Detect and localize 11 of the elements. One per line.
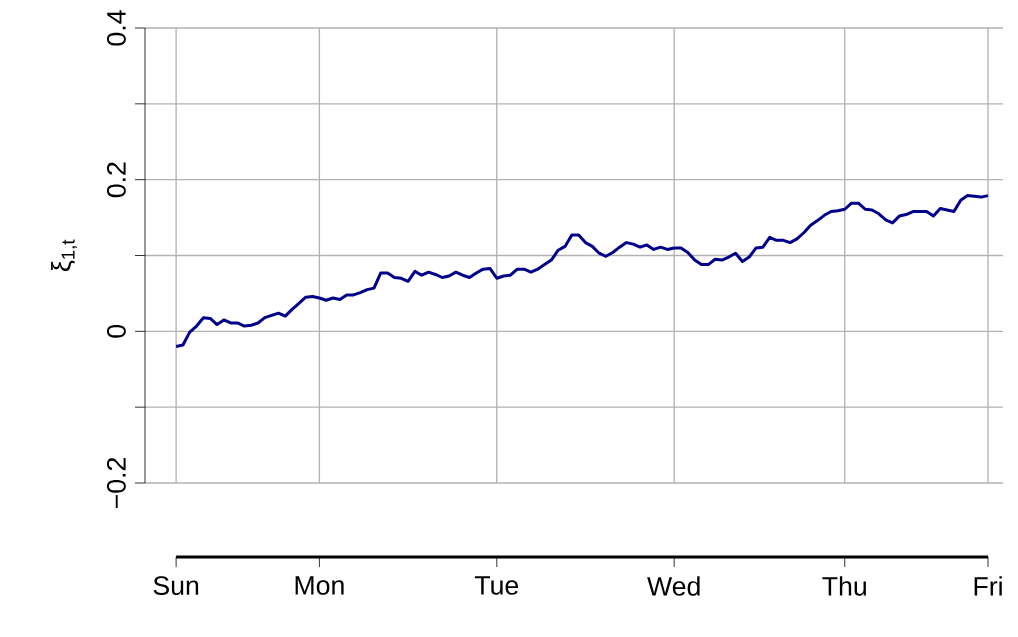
x-tick-label: Mon <box>295 576 344 595</box>
y-tick-label: 0.2 <box>106 162 126 198</box>
y-axis-title: ξ$_{1,t}$ <box>51 239 77 272</box>
y-tick-label: 0.4 <box>106 10 126 46</box>
x-tick-label: Thu <box>822 576 866 596</box>
y-tick-label: 0 <box>106 324 126 338</box>
x-tick-label: Fri <box>974 576 1002 596</box>
x-tick-label: Tue <box>474 576 519 595</box>
y-tick-label: −0.2 <box>106 458 126 509</box>
x-tick-label: Sun <box>153 576 199 596</box>
x-tick-label: Wed <box>647 576 700 596</box>
